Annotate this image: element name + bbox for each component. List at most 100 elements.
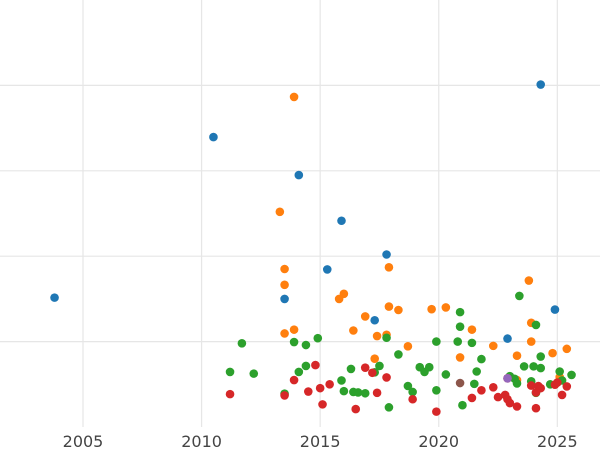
data-point: [432, 407, 441, 416]
data-point: [519, 362, 529, 371]
data-point: [455, 378, 465, 388]
data-point: [382, 250, 391, 259]
data-point: [370, 354, 380, 363]
data-point: [472, 367, 481, 376]
data-point: [225, 367, 235, 377]
data-point: [432, 385, 441, 395]
x-tick-label: 2010: [181, 432, 222, 450]
data-point: [408, 387, 417, 397]
data-point: [304, 387, 313, 396]
data-point: [289, 92, 299, 102]
data-point: [455, 322, 465, 331]
data-point: [427, 304, 436, 314]
data-point: [453, 337, 463, 346]
data-point: [360, 363, 370, 372]
data-point: [372, 388, 382, 398]
data-point: [370, 315, 380, 325]
data-point: [562, 344, 572, 354]
data-point: [505, 398, 515, 408]
data-point: [394, 305, 403, 315]
data-point: [351, 404, 361, 414]
data-point: [294, 170, 304, 180]
data-point: [311, 360, 320, 370]
data-point: [557, 390, 567, 400]
data-point: [301, 340, 311, 350]
data-point: [455, 353, 465, 362]
data-point: [249, 369, 259, 378]
data-point: [550, 305, 560, 314]
data-point: [515, 291, 524, 301]
data-point: [209, 132, 218, 142]
data-point: [531, 320, 541, 330]
data-point: [313, 333, 323, 343]
data-point: [470, 379, 479, 389]
data-point: [526, 337, 536, 346]
x-tick-label: 2015: [300, 432, 341, 450]
data-point: [337, 376, 346, 385]
data-point: [548, 348, 557, 358]
data-point: [280, 280, 289, 290]
data-point: [289, 337, 299, 347]
data-point: [289, 375, 299, 385]
data-point: [424, 362, 434, 372]
data-point: [325, 380, 334, 389]
data-point: [382, 333, 391, 343]
data-point: [441, 303, 451, 312]
data-point: [408, 394, 417, 404]
data-point: [375, 361, 384, 371]
data-point: [488, 382, 498, 392]
data-point: [50, 293, 59, 302]
data-point: [339, 289, 349, 299]
data-point: [526, 381, 536, 390]
data-point: [512, 351, 522, 360]
data-point: [275, 207, 285, 217]
data-point: [403, 341, 413, 351]
data-point: [237, 339, 247, 348]
data-point: [360, 388, 370, 398]
data-point: [372, 331, 382, 341]
data-point: [493, 392, 503, 402]
data-point: [403, 381, 413, 391]
data-point: [432, 337, 441, 346]
data-point: [536, 80, 546, 89]
data-point: [467, 338, 477, 348]
data-point: [280, 294, 289, 304]
data-point: [562, 382, 572, 391]
data-point: [458, 400, 467, 410]
data-point: [441, 370, 451, 379]
data-point: [289, 325, 299, 334]
data-point: [280, 264, 289, 274]
points-layer: [50, 80, 576, 416]
data-point: [280, 329, 289, 338]
data-point: [477, 354, 486, 364]
data-point: [524, 276, 534, 285]
data-point: [555, 367, 564, 376]
data-point: [384, 403, 394, 412]
data-point: [531, 403, 541, 413]
data-point: [280, 391, 289, 400]
data-point: [349, 326, 358, 335]
data-point: [567, 370, 576, 380]
data-point: [384, 302, 394, 311]
data-point: [529, 362, 538, 371]
data-point: [360, 312, 370, 321]
data-point: [503, 374, 512, 383]
data-point: [315, 383, 325, 393]
x-axis-ticks: 2005 2010 2015 2020 2025: [63, 432, 578, 450]
x-tick-label: 2005: [63, 432, 104, 450]
data-point: [318, 400, 327, 409]
x-tick-label: 2020: [418, 432, 459, 450]
data-point: [322, 265, 332, 274]
data-point: [353, 388, 363, 397]
data-point: [512, 379, 522, 388]
data-point: [553, 378, 562, 387]
data-point: [488, 341, 498, 351]
data-point: [536, 363, 546, 373]
data-point: [339, 386, 349, 396]
data-point: [467, 393, 477, 403]
data-point: [536, 383, 546, 393]
data-point: [455, 307, 465, 317]
grid-layer: [0, 0, 600, 427]
data-point: [467, 325, 477, 334]
